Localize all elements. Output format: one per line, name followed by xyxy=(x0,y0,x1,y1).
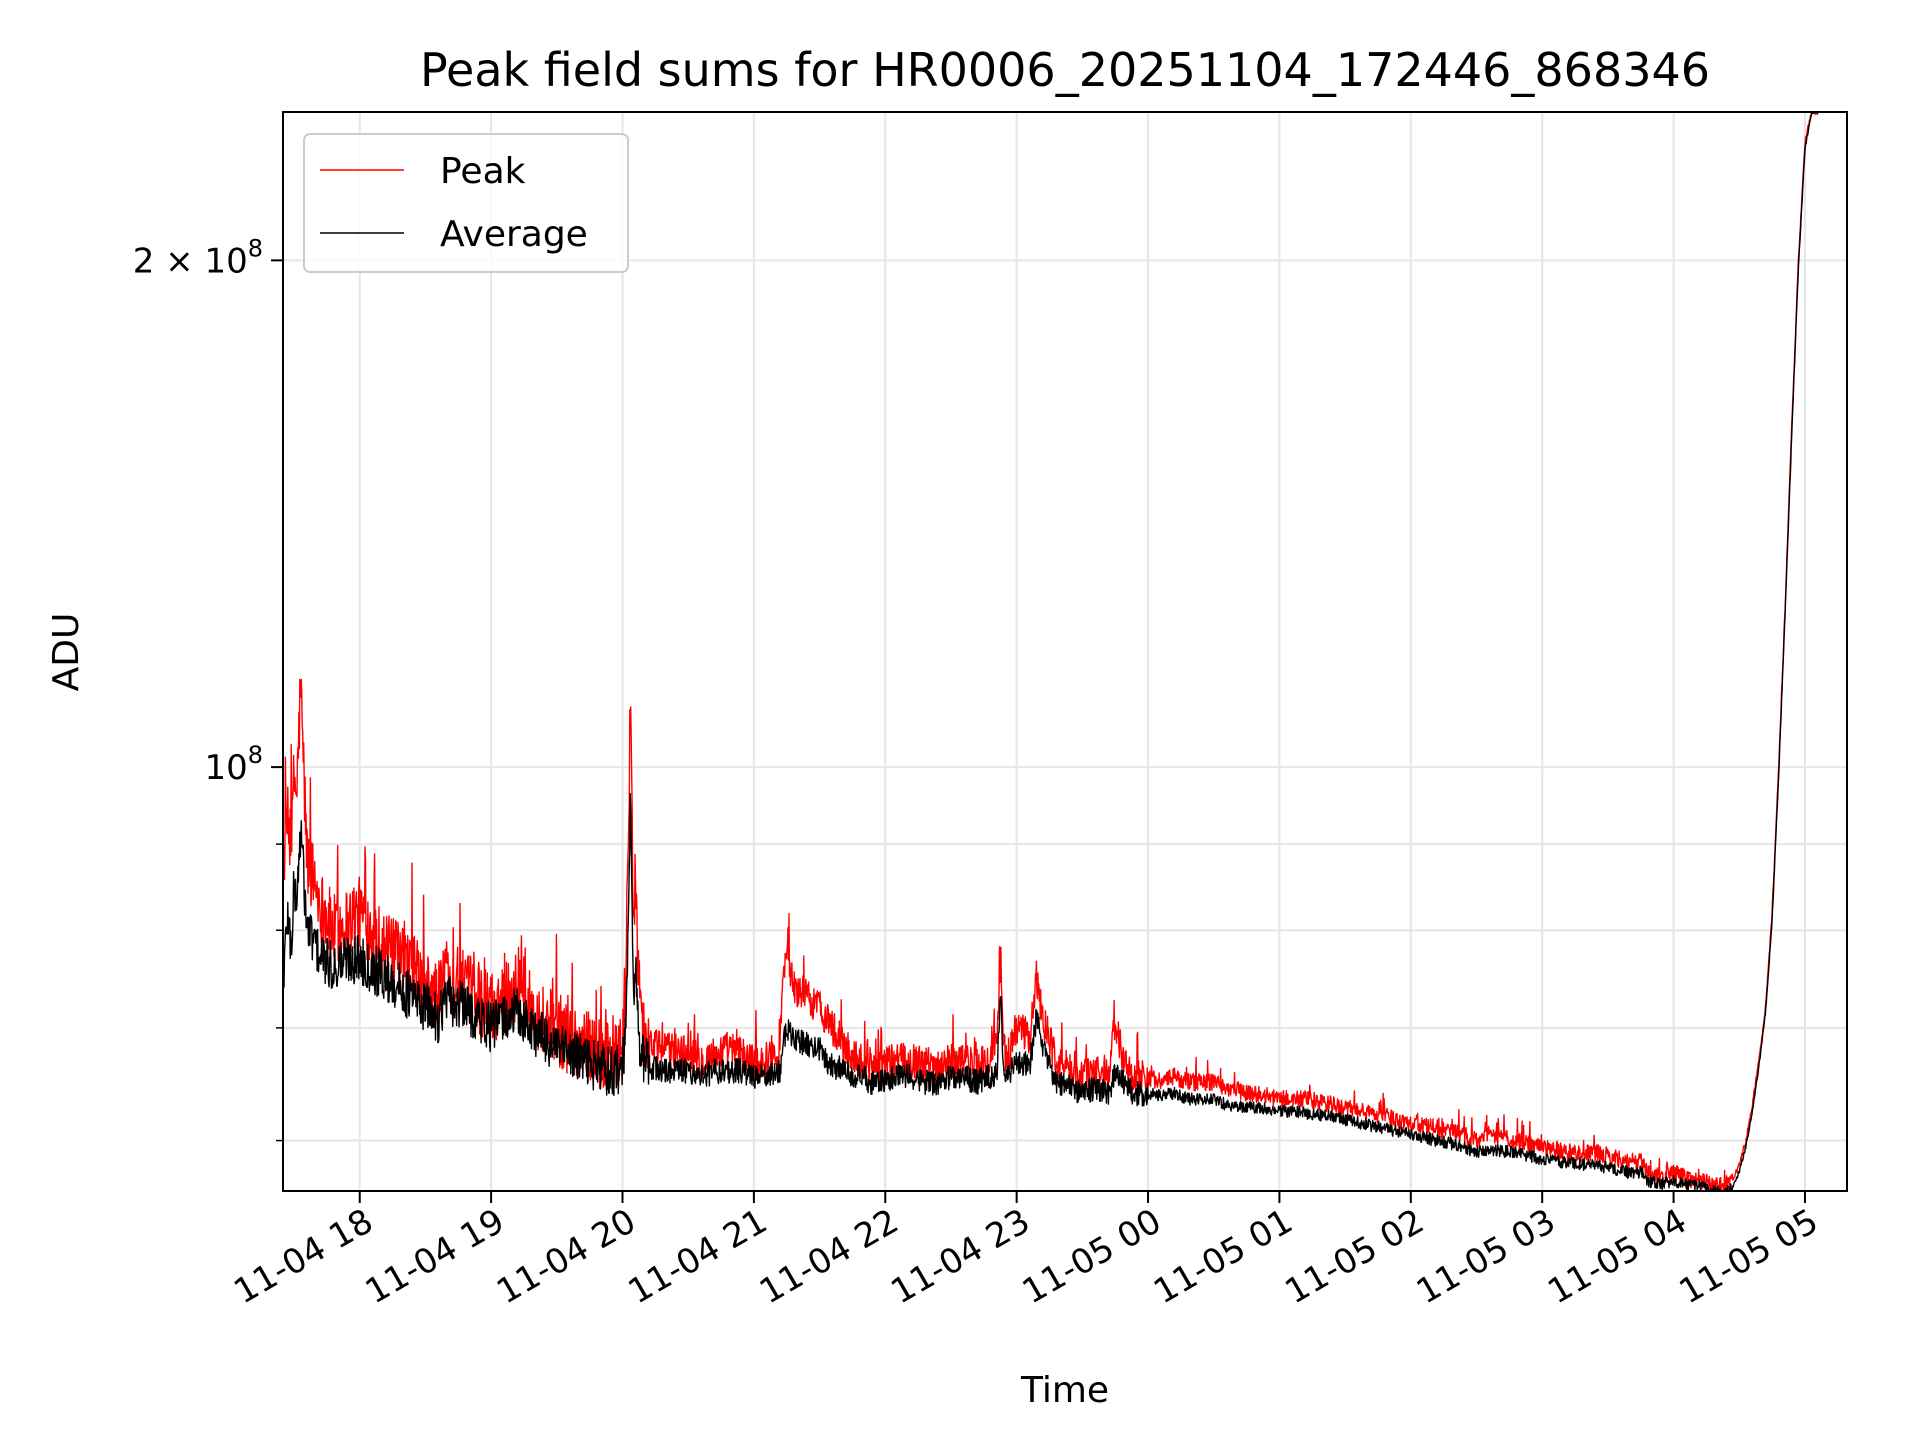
peak-series-line xyxy=(283,112,1819,1191)
x-axis-label: Time xyxy=(1020,1370,1109,1411)
y-tick-label-exponent: 8 xyxy=(248,741,263,769)
legend-average-label: Average xyxy=(440,214,588,255)
y-tick-label-exponent: 8 xyxy=(248,234,263,262)
y-axis-label: ADU xyxy=(46,613,87,692)
legend: Peak Average xyxy=(303,133,629,273)
legend-peak-label: Peak xyxy=(440,151,526,192)
average-series-line xyxy=(283,112,1819,1191)
y-tick-label-base: 10 xyxy=(204,748,247,788)
legend-box xyxy=(303,133,629,273)
chart-title: Peak field sums for HR0006_20251104_1724… xyxy=(420,43,1710,97)
series-layer xyxy=(283,112,1819,1191)
y-tick-label: 2 × 108 xyxy=(133,234,263,281)
y-tick-label-base: 2 × 10 xyxy=(133,241,248,281)
y-tick-label: 108 xyxy=(204,741,263,788)
grid xyxy=(283,112,1847,1191)
plot-frame xyxy=(282,111,1848,1192)
